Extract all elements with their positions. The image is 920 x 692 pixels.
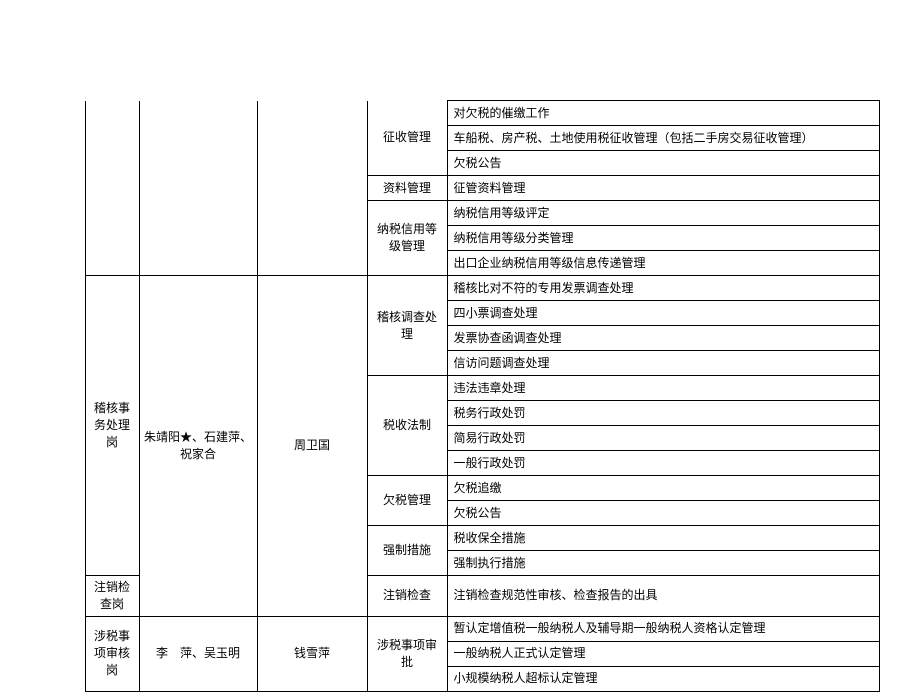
post-cell: 稽核事务处理岗	[85, 276, 139, 576]
item-cell: 强制执行措施	[447, 551, 880, 576]
people-cell	[139, 101, 257, 276]
item-cell: 稽核比对不符的专用发票调查处理	[447, 276, 880, 301]
reviewer-cell: 周卫国	[257, 276, 367, 617]
item-cell: 出口企业纳税信用等级信息传递管理	[447, 251, 880, 276]
category-cell: 征收管理	[367, 101, 447, 176]
item-cell: 欠税追缴	[447, 476, 880, 501]
item-cell: 违法违章处理	[447, 376, 880, 401]
reviewer-cell	[257, 101, 367, 276]
reviewer-cell: 钱雪萍	[257, 616, 367, 691]
post-cell: 涉税事项审核岗	[85, 616, 139, 691]
item-cell: 一般纳税人正式认定管理	[447, 641, 880, 666]
category-cell: 税收法制	[367, 376, 447, 476]
people-cell: 朱靖阳★、石建萍、祝家合	[139, 276, 257, 617]
post-cell: 注销检查岗	[85, 576, 139, 617]
item-cell: 欠税公告	[447, 151, 880, 176]
category-cell: 强制措施	[367, 526, 447, 576]
category-cell: 涉税事项审批	[367, 616, 447, 691]
people-cell: 李 萍、吴玉明	[139, 616, 257, 691]
item-cell: 一般行政处罚	[447, 451, 880, 476]
item-cell: 小规模纳税人超标认定管理	[447, 666, 880, 691]
item-cell: 税务行政处罚	[447, 401, 880, 426]
item-cell: 征管资料管理	[447, 176, 880, 201]
category-cell: 资料管理	[367, 176, 447, 201]
category-cell: 纳税信用等级管理	[367, 201, 447, 276]
item-cell: 信访问题调查处理	[447, 351, 880, 376]
responsibilities-table: 征收管理对欠税的催缴工作车船税、房产税、土地使用税征收管理（包括二手房交易征收管…	[80, 100, 880, 692]
item-cell: 对欠税的催缴工作	[447, 101, 880, 126]
item-cell: 欠税公告	[447, 501, 880, 526]
item-cell: 纳税信用等级分类管理	[447, 226, 880, 251]
item-cell: 注销检查规范性审核、检查报告的出具	[447, 576, 880, 617]
post-cell	[85, 101, 139, 276]
category-cell: 欠税管理	[367, 476, 447, 526]
item-cell: 四小票调查处理	[447, 301, 880, 326]
item-cell: 发票协查函调查处理	[447, 326, 880, 351]
item-cell: 车船税、房产税、土地使用税征收管理（包括二手房交易征收管理）	[447, 126, 880, 151]
category-cell: 注销检查	[367, 576, 447, 617]
item-cell: 暂认定增值税一般纳税人及辅导期一般纳税人资格认定管理	[447, 616, 880, 641]
item-cell: 简易行政处罚	[447, 426, 880, 451]
item-cell: 税收保全措施	[447, 526, 880, 551]
category-cell: 稽核调查处理	[367, 276, 447, 376]
item-cell: 纳税信用等级评定	[447, 201, 880, 226]
